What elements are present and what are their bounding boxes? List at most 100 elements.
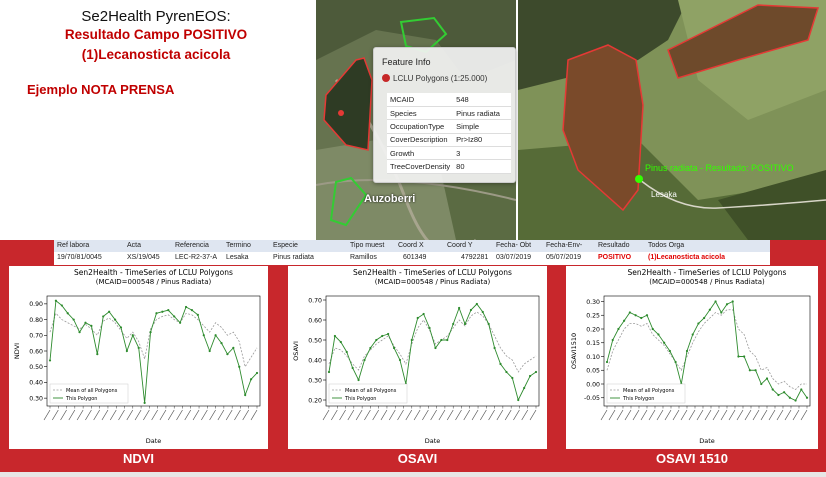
x-tick-label <box>250 409 258 421</box>
x-tick-label <box>768 409 776 421</box>
table-header-row: Ref labora Acta Referencia Termino Espec… <box>54 240 770 252</box>
chart-title: Sen2Health - TimeSeries of LCLU Polygons <box>353 268 512 277</box>
data-point <box>528 374 532 378</box>
data-point <box>463 322 467 326</box>
data-point <box>196 313 199 316</box>
data-point <box>794 399 797 402</box>
x-tick-label <box>126 409 134 421</box>
x-tick-label <box>118 409 125 421</box>
y-tick-label: 0.40 <box>29 380 43 387</box>
table-cell: LEC-R2-37-A <box>175 254 218 261</box>
x-tick-label <box>355 409 363 421</box>
data-point <box>113 318 117 321</box>
result-line: Resultado Campo POSITIVO <box>64 27 248 42</box>
data-point <box>214 334 217 337</box>
data-point <box>685 349 689 353</box>
y-tick-label: 0.20 <box>586 326 600 333</box>
y-tick-label: 0.50 <box>308 337 322 344</box>
x-tick-label <box>134 409 142 421</box>
table-header-cell: Fecha- Obt <box>496 242 532 249</box>
data-point <box>517 398 520 402</box>
x-tick-label <box>776 409 784 421</box>
chart-subtitle: (MCAID=000548 / Pinus Radiata) <box>96 278 212 286</box>
x-tick-label <box>744 409 752 421</box>
data-point <box>387 332 390 336</box>
table-cell: 4792281 <box>461 254 489 261</box>
x-tick-label <box>217 409 225 421</box>
table-header-cell: Coord X <box>398 242 424 249</box>
data-point <box>493 346 496 350</box>
data-point <box>623 319 626 322</box>
data-point <box>238 365 241 368</box>
data-point <box>697 322 700 325</box>
feature-info-title: Feature Info <box>382 57 431 67</box>
x-tick-label <box>225 409 233 421</box>
data-point <box>155 312 158 315</box>
data-point <box>617 327 620 331</box>
data-point <box>452 322 455 326</box>
x-tick-label <box>176 409 183 421</box>
title-block: Se2Health PyrenEOS: Resultado Campo POSI… <box>0 8 312 65</box>
data-point <box>220 342 223 345</box>
data-point <box>505 370 508 374</box>
table-header-cell: Ref labora <box>57 242 90 249</box>
data-point <box>765 377 769 380</box>
data-point <box>511 376 514 380</box>
data-point <box>714 300 717 303</box>
x-tick-label <box>167 409 175 421</box>
chart-ndvi: Sen2Health - TimeSeries of LCLU Polygons… <box>9 266 268 449</box>
data-point <box>208 349 211 353</box>
y-tick-label: 0.15 <box>586 340 600 347</box>
data-point <box>392 346 396 350</box>
x-axis-label: Date <box>425 437 441 445</box>
data-point <box>173 315 176 318</box>
data-point <box>398 358 402 362</box>
x-tick-label <box>85 409 92 421</box>
info-dot-icon <box>382 74 390 82</box>
y-tick-label: 0.70 <box>308 297 322 304</box>
y-tick-label: 0.20 <box>308 397 322 404</box>
table-cell-result: POSITIVO <box>598 254 632 261</box>
data-point <box>249 378 253 381</box>
data-point <box>48 359 52 362</box>
x-tick-label <box>68 409 76 421</box>
data-point <box>339 340 342 344</box>
data-point <box>125 349 128 353</box>
x-tick-label <box>330 409 338 421</box>
data-point <box>232 346 235 349</box>
legend-label-mean: Mean of all Polygons <box>623 388 675 394</box>
feature-info-row: MCAID 548 <box>387 93 511 107</box>
feature-info-table: MCAID 548 Species Pinus radiata Occupation… <box>387 93 511 174</box>
table-cell: 05/07/2019 <box>546 254 582 261</box>
x-tick-label <box>339 409 346 421</box>
data-point <box>748 369 751 372</box>
y-tick-label: -0.05 <box>584 395 600 402</box>
legend-label-polygon: This Polygon <box>65 396 97 402</box>
data-point <box>167 309 170 312</box>
y-tick-label: 0.00 <box>586 381 600 388</box>
x-tick-label <box>784 409 792 421</box>
legend-label-polygon: This Polygon <box>622 396 654 402</box>
table-cell: Lesaka <box>226 254 249 261</box>
data-point <box>78 331 81 334</box>
x-tick-label <box>413 409 421 421</box>
x-tick-label <box>93 409 100 421</box>
map-right[interactable]: Pinus radiata - Resultado: POSITIVO Lesa… <box>518 0 826 240</box>
chart-osavi: Sen2Health - TimeSeries of LCLU Polygons… <box>288 266 547 449</box>
x-tick-label <box>656 409 664 421</box>
plot-frame <box>325 295 540 407</box>
data-point <box>255 371 259 375</box>
table-cell: Ramillos <box>350 254 377 261</box>
marker-label: Pinus radiata - Resultado: POSITIVO <box>645 163 794 173</box>
data-point <box>703 316 706 320</box>
table-header-cell: Fecha-Env- <box>546 242 583 249</box>
y-tick-label: 0.60 <box>29 348 43 355</box>
sample-data-table: Ref labora Acta Referencia Termino Espec… <box>54 240 770 265</box>
data-point <box>434 346 437 350</box>
y-axis-label: NDVI <box>13 343 21 359</box>
table-header-cell: Tipo muest <box>350 242 385 249</box>
data-point <box>161 310 164 313</box>
x-tick-label <box>192 409 200 421</box>
y-tick-label: 0.25 <box>586 313 600 320</box>
feature-info-layer: LCLU Polygons (1:25.000) <box>382 74 487 83</box>
